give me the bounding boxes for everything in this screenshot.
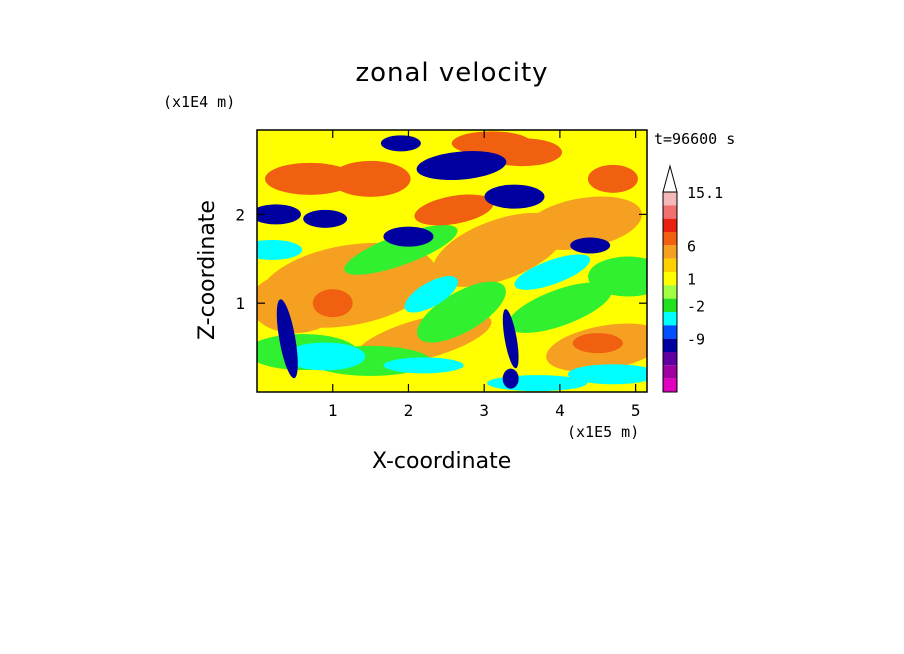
- colorbar-swatch: [663, 232, 677, 246]
- colorbar-swatch: [663, 352, 677, 366]
- colorbar-swatch: [663, 192, 677, 206]
- field-region-34: [502, 309, 519, 369]
- colorbar-swatch: [663, 245, 677, 259]
- field-region-30: [484, 184, 545, 209]
- field-region-31: [380, 135, 421, 152]
- field-region-15: [567, 364, 647, 385]
- y-axis-ticks: 12: [235, 205, 647, 313]
- field-region-35: [502, 368, 519, 389]
- y-axis-label: Z-coordinate: [195, 200, 220, 340]
- velocity-field: [257, 130, 647, 392]
- colorbar-swatch: [663, 378, 677, 392]
- field-region-2: [523, 196, 642, 250]
- colorbar-overflow-arrow: [662, 164, 678, 193]
- colorbar-frame: [662, 191, 678, 393]
- time-label: t=96600 s: [654, 130, 736, 148]
- field-region-13: [404, 276, 458, 313]
- field-region-29: [416, 151, 507, 181]
- x-tick-label: 3: [479, 401, 489, 420]
- field-region-9: [507, 282, 612, 333]
- colorbar-swatch: [663, 338, 677, 352]
- x-tick-label: 4: [555, 401, 565, 420]
- field-region-16: [487, 375, 588, 392]
- field-region-17: [257, 239, 303, 260]
- field-region-22: [587, 164, 638, 193]
- colorbar-swatch: [663, 258, 677, 272]
- colorbar-swatch: [663, 312, 677, 326]
- field-region-32: [570, 237, 611, 254]
- x-tick-label: 5: [631, 401, 641, 420]
- field-region-8: [417, 281, 506, 343]
- plot-frame: [256, 129, 648, 393]
- colorbar: 15.1 6 1 -2 -9: [662, 164, 723, 393]
- field-region-24: [572, 333, 623, 354]
- field-region-19: [330, 160, 411, 197]
- field-region-26: [257, 204, 301, 225]
- x-unit-label: (x1E5 m): [567, 423, 640, 441]
- y-unit-label: (x1E4 m): [163, 93, 236, 111]
- field-region-25: [451, 131, 532, 156]
- colorbar-swatch: [663, 272, 677, 286]
- x-tick-label: 2: [404, 401, 414, 420]
- field-region-28: [383, 226, 434, 247]
- y-tick-label: 1: [235, 294, 245, 313]
- field-region-14: [514, 254, 591, 290]
- colorbar-swatch: [663, 298, 677, 312]
- colorbar-label: -9: [687, 331, 705, 349]
- field-region-18: [265, 162, 356, 195]
- x-axis-ticks: 1 2 3 4 5: [328, 130, 641, 420]
- field-region-33: [276, 299, 298, 379]
- x-axis-label: X-coordinate: [372, 449, 512, 474]
- field-region-36: [383, 357, 464, 374]
- field-region-23: [312, 289, 353, 318]
- colorbar-swatch: [663, 325, 677, 339]
- colorbar-swatch: [663, 365, 677, 379]
- colorbar-label: 1: [687, 271, 696, 289]
- field-region-20: [414, 194, 494, 226]
- field-region-12: [285, 342, 366, 371]
- colorbar-swatch: [663, 205, 677, 219]
- colorbar-label: 6: [687, 237, 696, 255]
- x-tick-label: 1: [328, 401, 338, 420]
- colorbar-swatch: [663, 285, 677, 299]
- colorbar-label: 15.1: [687, 184, 723, 202]
- colorbar-label: -2: [687, 297, 705, 315]
- chart-title: zonal velocity: [355, 58, 549, 88]
- field-region-11: [588, 256, 647, 297]
- y-tick-label: 2: [235, 205, 245, 224]
- field-region-27: [303, 209, 348, 228]
- colorbar-swatch: [663, 218, 677, 232]
